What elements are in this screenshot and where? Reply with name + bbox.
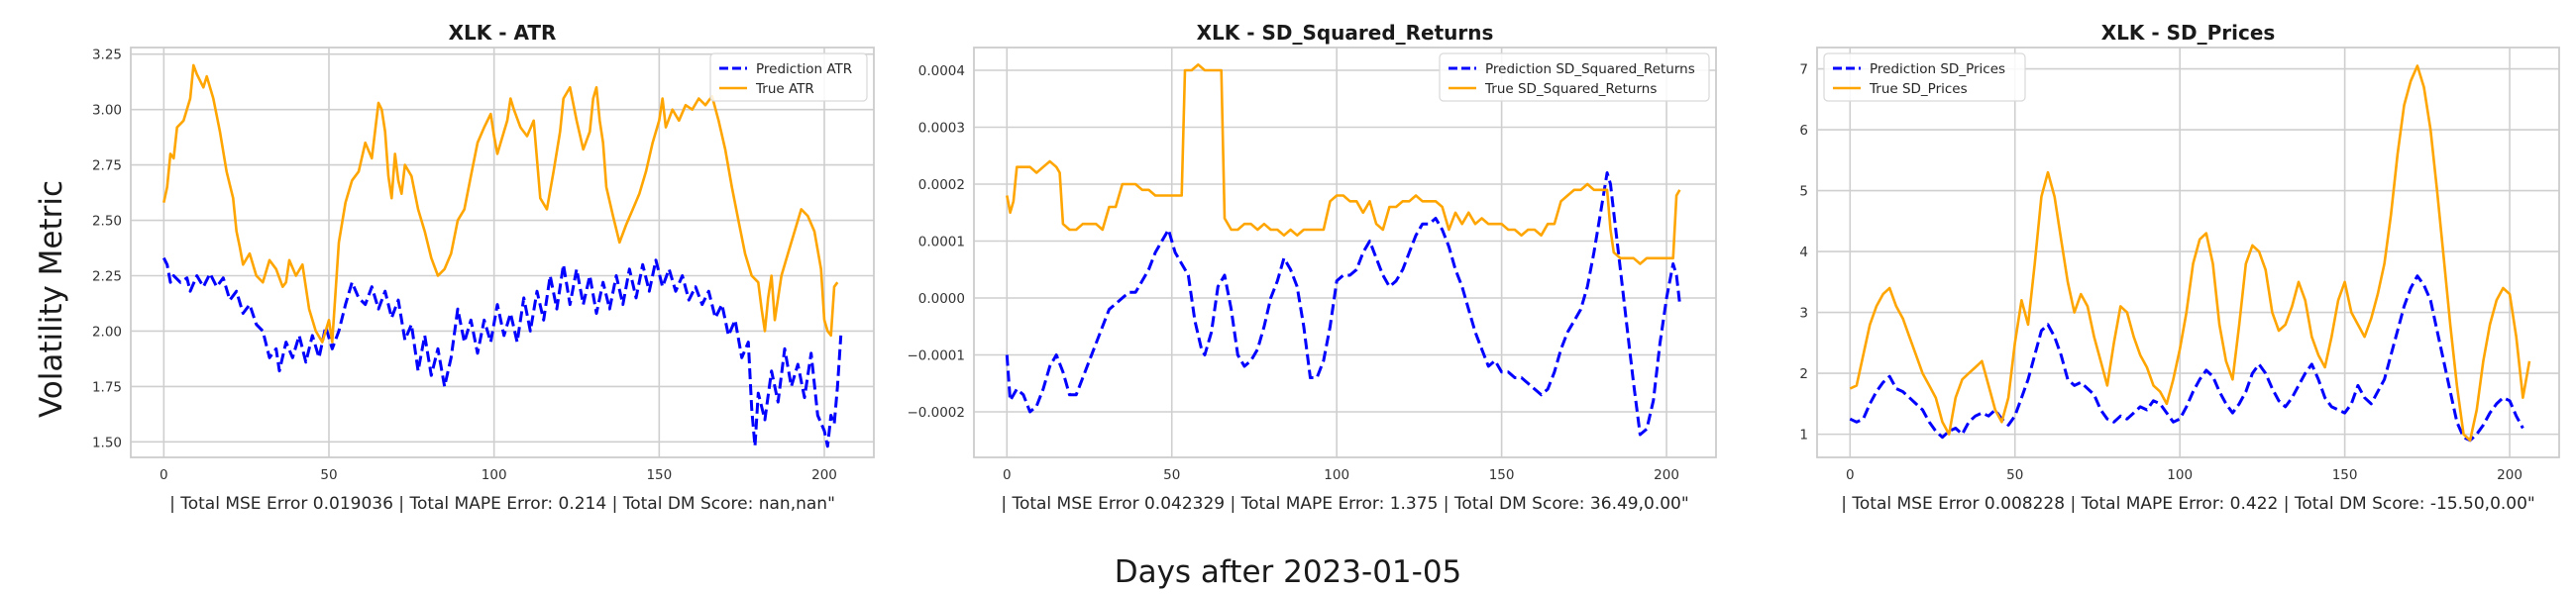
x-tick-label: 50 [1163, 467, 1180, 483]
y-tick-label: 7 [1799, 62, 1808, 78]
subplot-2: 0 50 100 150 200 −0.0002 −0.0001 0.0000 0.0001 0.… [907, 21, 1717, 514]
x-tick-label: 150 [646, 467, 672, 483]
legend-entry-label: Prediction SD_Squared_Returns [1485, 61, 1695, 77]
figure-xlabel: Days after 2023-01-05 [1115, 554, 1462, 590]
plot-area [974, 48, 1716, 457]
y-tick-label: −0.0001 [907, 348, 965, 364]
y-tick-label: 2.50 [92, 214, 122, 230]
legend-entry-label: True SD_Prices [1869, 81, 1968, 97]
y-tick-label: 1.75 [92, 379, 122, 395]
legend-box [1823, 52, 2026, 102]
subplot-title: XLK - ATR [449, 21, 557, 45]
y-tick-label: 3.00 [92, 103, 122, 119]
y-tick-label: −0.0002 [907, 405, 965, 421]
y-tick-label: 0.0004 [918, 63, 965, 79]
x-tick-label: 0 [1003, 467, 1012, 483]
prediction-series-line [1005, 171, 1681, 437]
y-tick-label: 3.25 [92, 48, 122, 63]
axes-frame [1816, 47, 2560, 458]
prediction-series-line [161, 256, 843, 448]
subplot-1: 0 50 100 150 200 1.50 1.75 2.00 2.25 2.50 2.75 3.00… [92, 21, 875, 514]
x-tick-label: 100 [482, 467, 507, 483]
legend-entry-label: Prediction ATR [756, 61, 852, 77]
y-tick-label: 1.50 [92, 435, 122, 450]
legend: Prediction SD_Squared_Returns True SD_Squ… [1439, 52, 1710, 102]
subplot-title: XLK - SD_Prices [2101, 21, 2276, 45]
x-tick-label: 0 [160, 467, 168, 483]
legend-entry-label: True SD_Squared_Returns [1484, 81, 1657, 97]
x-tick-label: 200 [811, 467, 837, 483]
y-tick-label: 2.75 [92, 158, 122, 174]
x-tick-label: 200 [2497, 467, 2522, 483]
x-tick-label: 200 [1654, 467, 1679, 483]
x-tick-label: 100 [2167, 467, 2193, 483]
axes-frame [130, 47, 875, 458]
legend-entry-label: Prediction SD_Prices [1870, 61, 2005, 77]
y-tick-label: 3 [1799, 306, 1808, 322]
y-tick-label: 4 [1799, 245, 1808, 260]
axes-frame [973, 47, 1717, 458]
y-tick-label: 0.0003 [918, 121, 965, 137]
y-tick-label: 2 [1799, 366, 1808, 382]
subplot-title: XLK - SD_Squared_Returns [1197, 21, 1494, 45]
y-tick-label: 2.25 [92, 268, 122, 284]
y-tick-label: 5 [1799, 184, 1808, 200]
figure-ylabel: Volatility Metric [34, 180, 69, 418]
legend: Prediction SD_Prices True SD_Prices [1823, 52, 2026, 102]
x-tick-label: 100 [1324, 467, 1349, 483]
x-tick-label: 50 [320, 467, 337, 483]
prediction-series-line [1849, 274, 2524, 443]
plot-area [1817, 48, 2559, 457]
x-tick-label: 0 [1846, 467, 1855, 483]
y-tick-label: 6 [1799, 123, 1808, 139]
subplot-xlabel: | Total MSE Error 0.008228 | Total MAPE … [1841, 494, 2535, 514]
legend-box [709, 52, 868, 102]
y-tick-label: 1 [1799, 428, 1808, 444]
subplot-xlabel: | Total MSE Error 0.019036 | Total MAPE … [169, 494, 835, 514]
y-tick-label: 0.0000 [918, 291, 965, 307]
true-series-line [162, 63, 839, 344]
x-tick-label: 150 [2332, 467, 2358, 483]
x-tick-label: 150 [1489, 467, 1515, 483]
y-tick-label: 2.00 [92, 324, 122, 340]
legend-box [1439, 52, 1710, 102]
x-tick-label: 50 [2006, 467, 2023, 483]
subplot-3: 0 50 100 150 200 1 2 3 4 5 6 7 XLK - SD_Prices | Tota… [1799, 21, 2560, 514]
subplots: 0 50 100 150 2001.501.752.002.252.502.753.00… [92, 21, 2560, 514]
subplot-xlabel: | Total MSE Error 0.042329 | Total MAPE … [1001, 494, 1688, 514]
true-series-line [1006, 63, 1681, 265]
legend: Prediction ATR True ATR [709, 52, 868, 102]
true-series-line [1849, 64, 2531, 443]
legend-entry-label: True ATR [755, 81, 814, 97]
y-tick-label: 0.0001 [918, 235, 965, 250]
y-tick-label: 0.0002 [918, 177, 965, 193]
